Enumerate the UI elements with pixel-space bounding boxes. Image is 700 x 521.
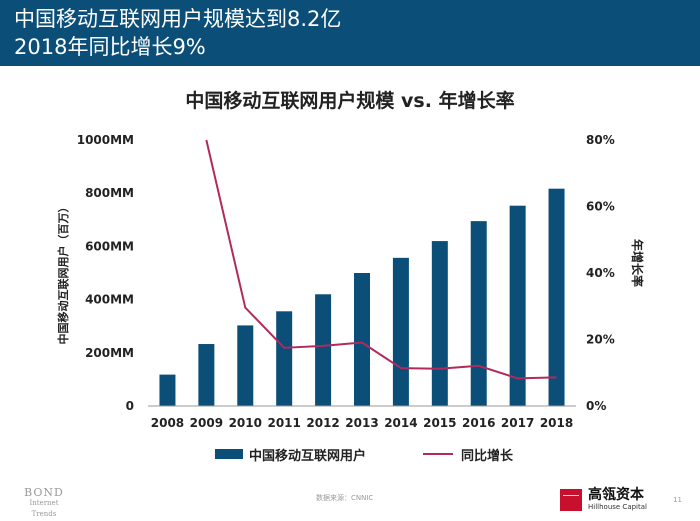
x-tick-label: 2016 [462, 416, 495, 430]
x-tick-label: 2014 [384, 416, 417, 430]
bar-2013 [354, 273, 370, 406]
x-tick-label: 2017 [501, 416, 534, 430]
y-tick-label: 600MM [85, 239, 134, 253]
legend-swatch-bar [215, 449, 243, 459]
y-axis-title: 中国移动互联网用户（百万） [56, 202, 70, 345]
bond-logo-main: BOND [24, 486, 64, 499]
legend-label-users: 中国移动互联网用户 [249, 448, 367, 464]
bar-2011 [276, 311, 293, 406]
bar-2018 [548, 188, 565, 406]
header-title: 中国移动互联网用户规模达到8.2亿 [14, 7, 342, 31]
bar-2017 [509, 205, 526, 406]
data-source-note: 数据来源：CNNIC [316, 494, 374, 502]
legend-item-growth: 同比增长 [423, 442, 513, 466]
bar-2010 [237, 325, 254, 406]
bar-2009 [198, 344, 215, 406]
chart-legend: 中国移动互联网用户 同比增长 [0, 442, 700, 466]
x-tick-label: 2011 [267, 416, 300, 430]
x-tick-label: 2013 [345, 416, 378, 430]
header-subtitle: 2018年同比增长9% [14, 35, 206, 59]
x-tick-label: 2012 [306, 416, 339, 430]
y-tick-label: 200MM [85, 346, 134, 360]
bar-2008 [159, 374, 176, 406]
x-tick-label: 2010 [229, 416, 262, 430]
brand-name-cn: 高瓴资本 [588, 487, 644, 503]
legend-swatch-line [423, 453, 453, 455]
y2-tick-label: 0% [586, 399, 606, 413]
chart-title: 中国移动互联网用户规模 vs. 年增长率 [185, 90, 515, 112]
bar-2012 [315, 294, 332, 406]
hillhouse-logo-icon [560, 489, 582, 511]
x-tick-label: 2009 [190, 416, 223, 430]
y2-tick-label: 60% [586, 200, 615, 214]
y-tick-label: 1000MM [77, 133, 134, 147]
brand-name-en: Hillhouse Capital [588, 503, 647, 511]
bond-logo: BOND Internet Trends 2019 [18, 487, 70, 521]
x-tick-label: 2018 [540, 416, 573, 430]
y2-tick-label: 40% [586, 266, 615, 280]
bond-logo-sub: Internet Trends [29, 499, 59, 518]
bar-2014 [392, 257, 409, 406]
y-tick-label: 800MM [85, 186, 134, 200]
y2-tick-label: 80% [586, 133, 615, 147]
bar-2015 [431, 241, 448, 406]
legend-item-users: 中国移动互联网用户 [215, 442, 366, 466]
x-tick-label: 2008 [151, 416, 184, 430]
y-tick-label: 400MM [85, 293, 134, 307]
x-tick-label: 2015 [423, 416, 456, 430]
legend-label-growth: 同比增长 [461, 448, 514, 464]
y-tick-label: 0 [126, 399, 134, 413]
growth-line [205, 139, 557, 380]
header-banner: 中国移动互联网用户规模达到8.2亿 2018年同比增长9% [0, 0, 700, 66]
y2-tick-label: 20% [586, 333, 615, 347]
y2-axis-title: 年增长率 [630, 239, 645, 287]
hillhouse-logo: 高瓴资本 Hillhouse Capital [560, 486, 647, 514]
page-number: 11 [673, 496, 682, 504]
bar-2016 [470, 221, 487, 406]
